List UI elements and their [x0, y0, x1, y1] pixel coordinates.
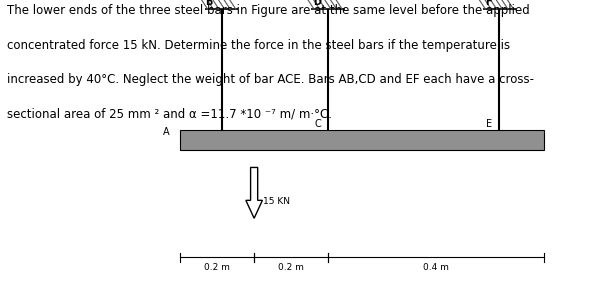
Text: 0.4 m: 0.4 m [423, 263, 449, 271]
Text: A: A [163, 126, 170, 137]
Text: sectional area of 25 mm ² and α =11.7 *10 ⁻⁷ m/ m·°C.: sectional area of 25 mm ² and α =11.7 *1… [7, 108, 332, 120]
Text: The lower ends of the three steel bars in Figure are at the same level before th: The lower ends of the three steel bars i… [7, 4, 530, 17]
Text: B: B [205, 0, 212, 7]
Text: concentrated force 15 kN. Determine the force in the steel bars if the temperatu: concentrated force 15 kN. Determine the … [7, 39, 510, 52]
Text: increased by 40°C. Neglect the weight of bar ACE. Bars AB,CD and EF each have a : increased by 40°C. Neglect the weight of… [7, 73, 534, 86]
FancyArrow shape [246, 167, 262, 218]
Text: C: C [314, 119, 321, 129]
Text: 0.2 m: 0.2 m [204, 263, 230, 271]
Text: E: E [486, 119, 492, 129]
Text: 15 KN: 15 KN [263, 197, 290, 206]
Bar [180, 130, 544, 150]
Text: F: F [485, 0, 492, 7]
Text: 0.2 m: 0.2 m [278, 263, 304, 271]
Text: D: D [313, 0, 322, 7]
